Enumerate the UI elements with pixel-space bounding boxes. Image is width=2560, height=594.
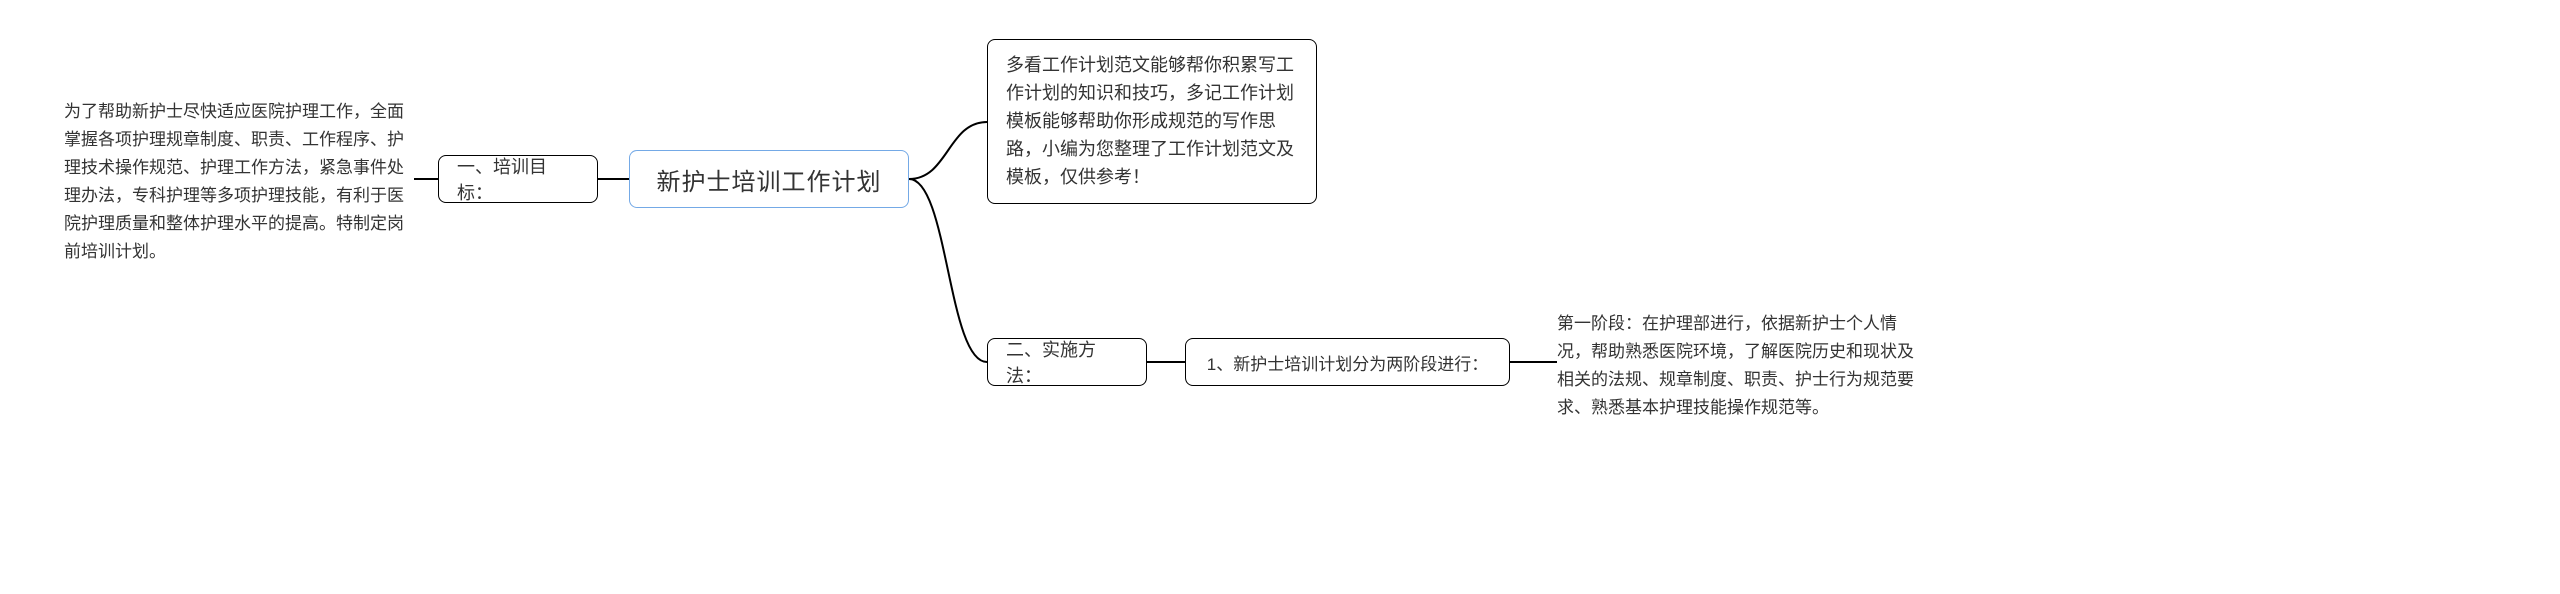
intro-text: 多看工作计划范文能够帮你积累写工作计划的知识和技巧，多记工作计划模板能够帮助你形…: [1006, 52, 1298, 191]
method-text-block: 第一阶段：在护理部进行，依据新护士个人情况，帮助熟悉医院环境，了解医院历史和现状…: [1557, 310, 1927, 422]
goal-node[interactable]: 一、培训目标：: [438, 155, 598, 203]
method-text: 第一阶段：在护理部进行，依据新护士个人情况，帮助熟悉医院环境，了解医院历史和现状…: [1557, 314, 1914, 417]
method-label: 二、实施方法：: [1006, 336, 1128, 388]
root-node[interactable]: 新护士培训工作计划: [629, 150, 909, 208]
method-sub-node[interactable]: 1、新护士培训计划分为两阶段进行：: [1185, 338, 1510, 386]
goal-text-block: 为了帮助新护士尽快适应医院护理工作，全面掌握各项护理规章制度、职责、工作程序、护…: [64, 98, 414, 266]
goal-label: 一、培训目标：: [457, 153, 579, 205]
method-sub-label: 1、新护士培训计划分为两阶段进行：: [1207, 350, 1488, 375]
goal-text: 为了帮助新护士尽快适应医院护理工作，全面掌握各项护理规章制度、职责、工作程序、护…: [64, 102, 404, 261]
edge: [909, 122, 987, 179]
method-node[interactable]: 二、实施方法：: [987, 338, 1147, 386]
root-label: 新护士培训工作计划: [657, 162, 882, 197]
edge: [909, 179, 987, 362]
intro-node[interactable]: 多看工作计划范文能够帮你积累写工作计划的知识和技巧，多记工作计划模板能够帮助你形…: [987, 39, 1317, 204]
